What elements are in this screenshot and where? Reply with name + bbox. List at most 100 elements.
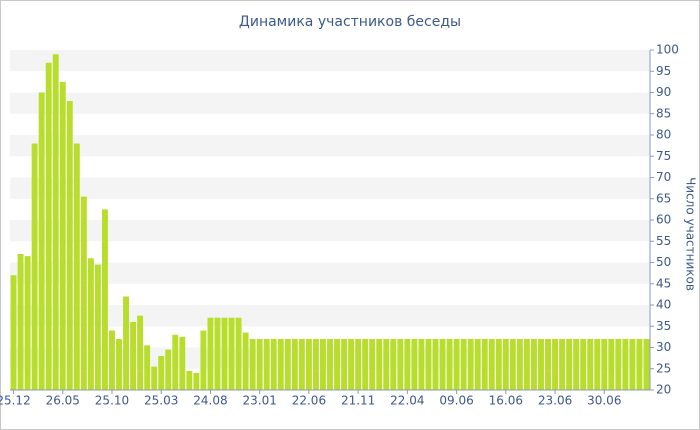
bar <box>123 296 129 390</box>
y-tick-label: 85 <box>656 106 671 120</box>
grid-band <box>10 135 650 157</box>
y-tick-label: 20 <box>656 383 671 397</box>
bar <box>397 339 404 390</box>
bar <box>425 339 432 390</box>
bar <box>601 339 608 390</box>
bar <box>305 339 312 390</box>
chart-title: Динамика участников беседы <box>239 14 461 30</box>
bar <box>495 339 502 390</box>
y-tick-label: 75 <box>656 149 671 163</box>
bar <box>608 339 615 390</box>
bar <box>151 366 158 390</box>
bar <box>52 54 59 390</box>
bar <box>80 196 87 390</box>
bar <box>130 322 137 390</box>
y-tick-label: 100 <box>656 43 679 57</box>
bar <box>460 339 467 390</box>
bar <box>432 339 439 390</box>
bar <box>193 373 200 390</box>
bar <box>291 339 298 390</box>
x-tick-label: 26.05 <box>46 394 80 408</box>
bar <box>622 339 629 390</box>
bar <box>531 339 537 390</box>
bar <box>221 317 228 390</box>
x-tick-label: 09.06 <box>439 394 473 408</box>
y-tick-label: 35 <box>656 319 671 333</box>
bar <box>502 339 509 390</box>
bar <box>587 339 594 390</box>
y-tick-label: 90 <box>656 85 671 99</box>
bar <box>186 370 193 390</box>
bar <box>214 317 221 390</box>
y-tick-label: 65 <box>656 191 671 205</box>
bar <box>94 264 101 390</box>
bar <box>362 339 369 390</box>
y-tick-label: 30 <box>656 340 671 354</box>
y-tick-label: 80 <box>656 128 671 142</box>
bar <box>439 339 446 390</box>
x-tick-label: 16.06 <box>489 394 523 408</box>
grid-band <box>10 92 650 114</box>
x-tick-label: 22.06 <box>292 394 326 408</box>
bar <box>45 62 52 390</box>
bar <box>235 317 242 390</box>
bar <box>38 92 45 390</box>
bar <box>629 339 636 390</box>
bar <box>341 339 348 390</box>
bar <box>172 334 179 390</box>
bar <box>158 356 165 390</box>
bar <box>580 339 587 390</box>
bar <box>277 339 284 390</box>
bar <box>165 349 172 390</box>
bar <box>24 256 31 390</box>
x-tick-label: 23.01 <box>242 394 276 408</box>
bar <box>31 143 38 390</box>
bar <box>327 339 333 390</box>
bar <box>144 345 151 390</box>
y-tick-label: 40 <box>656 298 671 312</box>
x-tick-label: 24.08 <box>193 394 227 408</box>
x-tick-label: 25.03 <box>144 394 178 408</box>
bar <box>418 339 425 390</box>
bar <box>559 339 566 390</box>
bar <box>256 339 263 390</box>
bar <box>66 101 73 390</box>
bar <box>369 339 376 390</box>
bar <box>488 339 495 390</box>
bar <box>467 339 474 390</box>
bar <box>481 339 488 390</box>
bar <box>404 339 411 390</box>
bar <box>538 339 544 390</box>
grid-band <box>10 177 650 199</box>
bar <box>390 339 397 390</box>
bar <box>17 254 24 390</box>
bar <box>411 339 418 390</box>
grid-band <box>10 50 650 72</box>
bar <box>552 339 559 390</box>
bar <box>474 339 481 390</box>
x-tick-label: 25.12 <box>0 394 31 408</box>
x-tick-label: 25.10 <box>95 394 129 408</box>
y-tick-label: 70 <box>656 170 671 184</box>
y-tick-label: 55 <box>656 234 671 248</box>
bar <box>516 339 523 390</box>
bar <box>116 339 122 390</box>
bar <box>59 81 66 390</box>
y-axis-label: Число участников <box>684 177 698 291</box>
x-tick-label: 23.06 <box>538 394 572 408</box>
bar <box>270 339 277 390</box>
bar <box>242 332 249 390</box>
bar <box>545 339 551 390</box>
bar <box>200 330 207 390</box>
bar <box>615 339 622 390</box>
bar <box>383 339 390 390</box>
bar <box>643 339 650 390</box>
bar <box>376 339 383 390</box>
bar <box>509 339 516 390</box>
bar <box>263 339 270 390</box>
bar <box>355 339 362 390</box>
bar <box>137 315 144 390</box>
y-tick-label: 25 <box>656 361 671 375</box>
bar <box>523 339 530 390</box>
